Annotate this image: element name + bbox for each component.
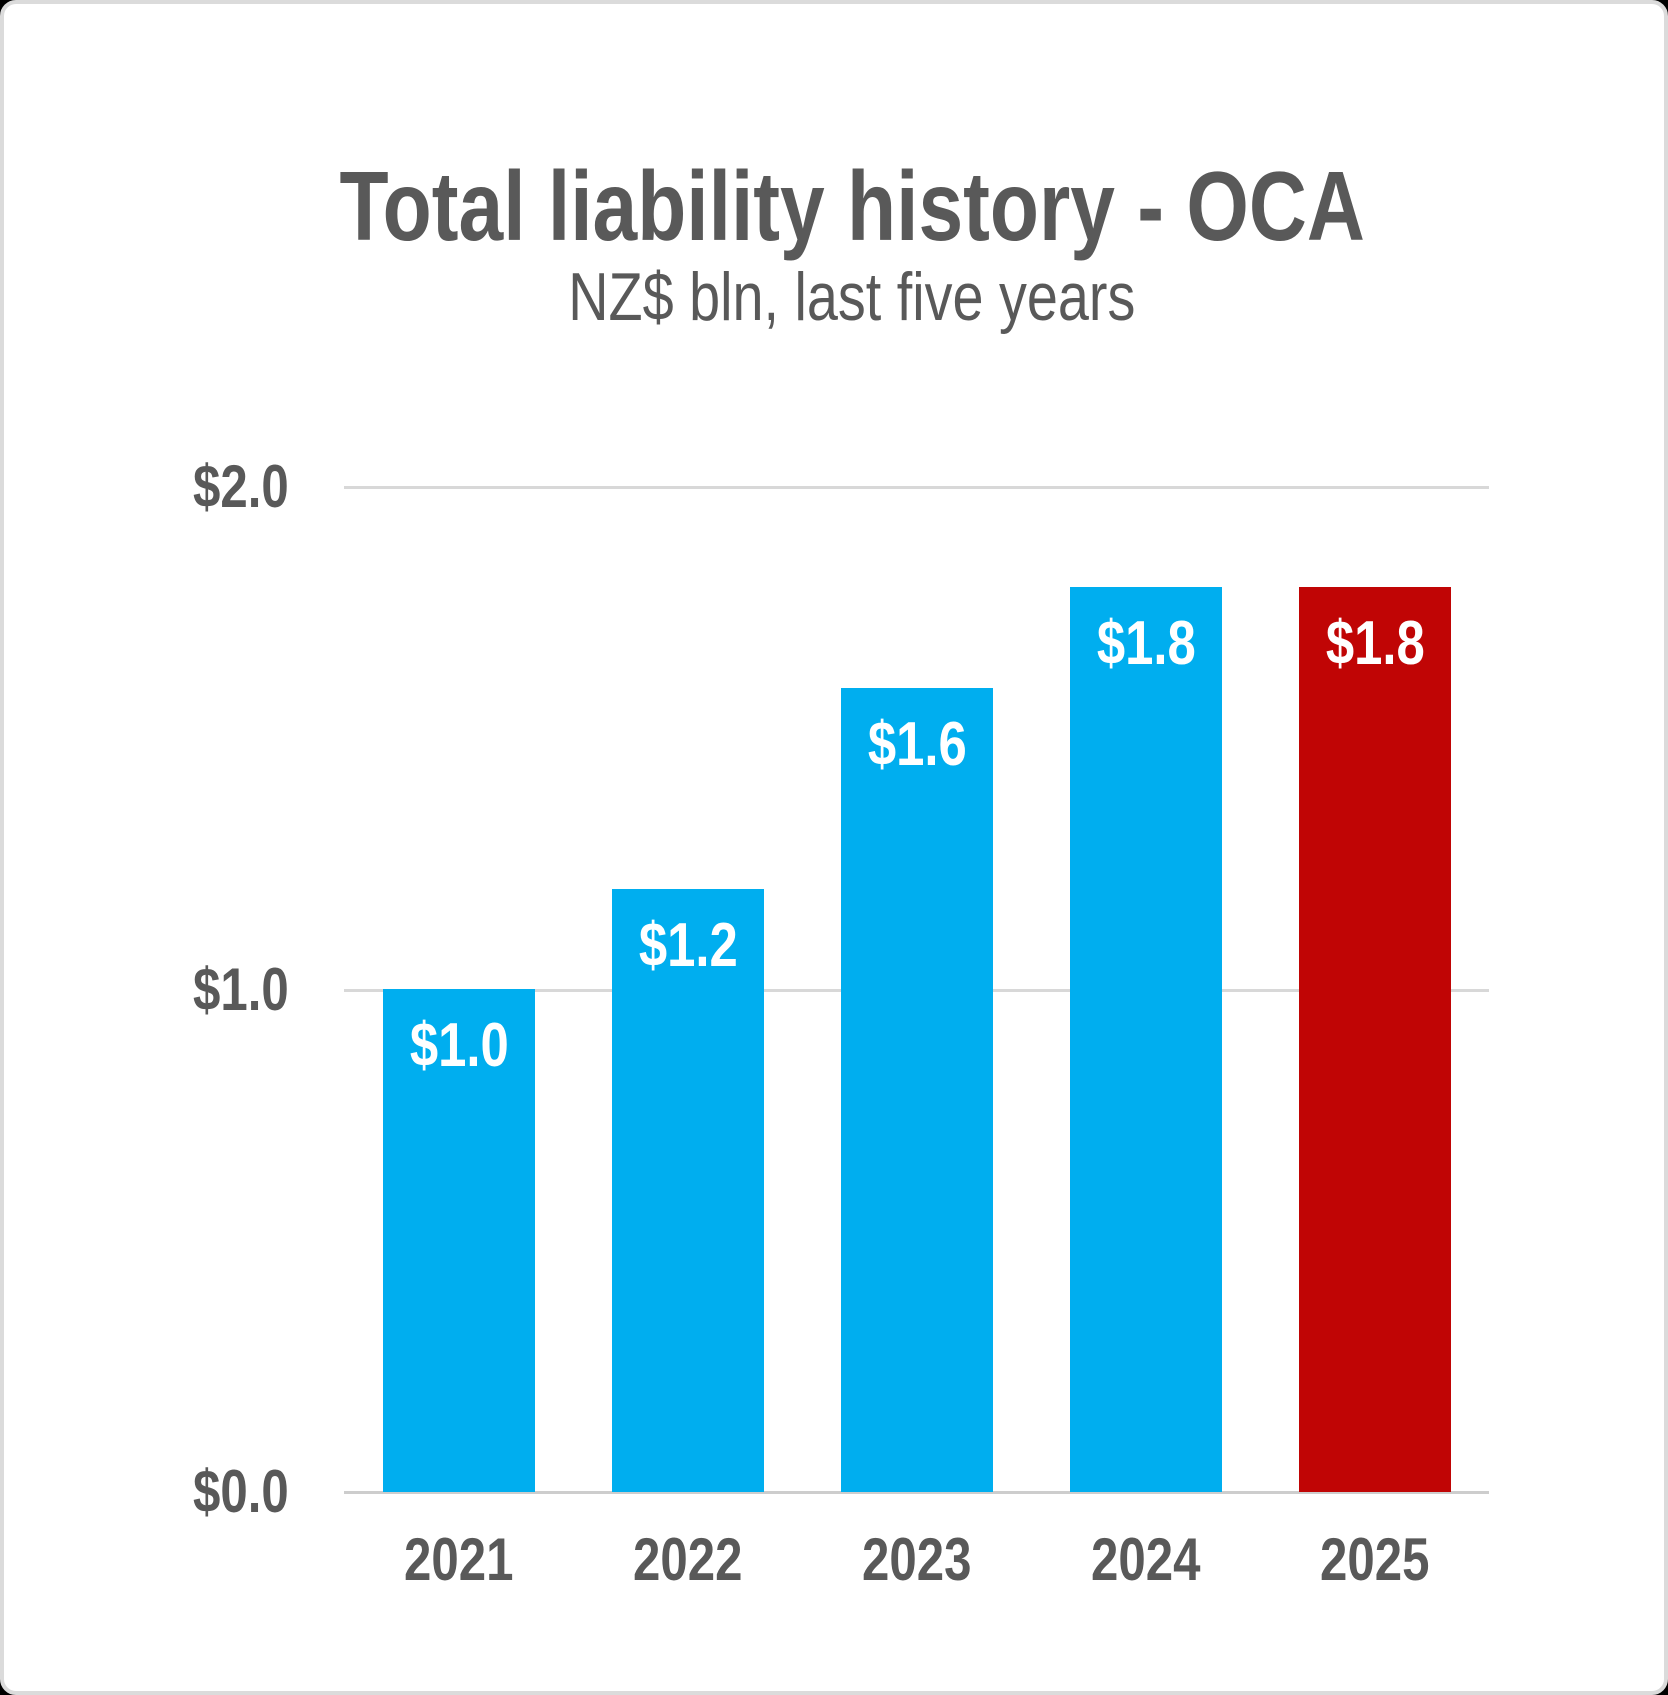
bar-value-text: $1.6 [867,710,967,779]
x-tick-label-2022: 2022 [574,1530,802,1590]
bar-value-text: $1.0 [409,1011,509,1080]
bar-value-label-2023: $1.6 [841,714,993,776]
chart-subtitle-text: NZ$ bln, last five years [568,259,1136,335]
x-tick-label-text: 2021 [404,1526,514,1593]
x-tick-label-text: 2024 [1091,1526,1201,1593]
x-tick-label-text: 2025 [1320,1526,1430,1593]
gridline-$2.0 [344,486,1489,489]
bar-value-label-2021: $1.0 [383,1015,535,1077]
x-tick-label-2023: 2023 [803,1530,1031,1590]
chart-title-text: Total liability history - OCA [339,151,1365,261]
bar-value-text: $1.8 [1096,609,1196,678]
bar-2021: $1.0 [383,989,535,1492]
gridline-$0.0 [344,1491,1489,1494]
x-tick-label-2021: 2021 [345,1530,573,1590]
bar-value-label-2025: $1.8 [1299,613,1451,675]
bar-2023: $1.6 [841,688,993,1492]
bar-2025: $1.8 [1299,587,1451,1492]
bar-value-label-2024: $1.8 [1070,613,1222,675]
y-tick-label-$0.0: $0.0 [4,1462,289,1522]
y-tick-label-text: $1.0 [193,956,289,1023]
bar-2022: $1.2 [612,889,764,1492]
y-tick-label-$2.0: $2.0 [4,457,289,517]
x-tick-label-text: 2023 [862,1526,972,1593]
bar-value-text: $1.2 [638,911,738,980]
plot-area: $0.0 $1.0 $2.0 $1.0 $1.2 $1.6 $1.8 $1.8 2021 20… [4,4,1664,1691]
x-tick-label-2025: 2025 [1261,1530,1489,1590]
x-tick-label-2024: 2024 [1032,1530,1260,1590]
y-tick-label-text: $2.0 [193,453,289,520]
y-tick-label-$1.0: $1.0 [4,960,289,1020]
x-tick-label-text: 2022 [633,1526,743,1593]
chart-subtitle: NZ$ bln, last five years [40,262,1664,332]
bar-value-label-2022: $1.2 [612,915,764,977]
bar-2024: $1.8 [1070,587,1222,1492]
chart-title: Total liability history - OCA [40,156,1664,256]
y-tick-label-text: $0.0 [193,1458,289,1525]
bar-value-text: $1.8 [1325,609,1425,678]
